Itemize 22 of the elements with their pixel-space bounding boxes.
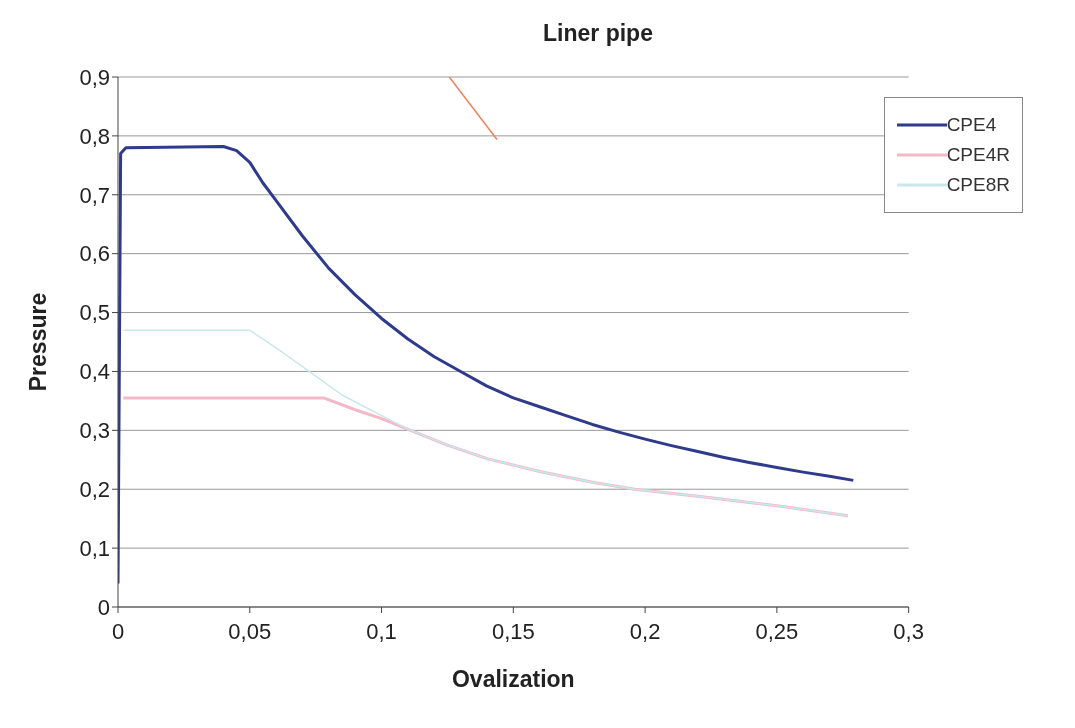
y-tick-label: 0 bbox=[97, 594, 110, 620]
x-axis-title: Ovalization bbox=[451, 666, 575, 692]
x-tick-label: 0,05 bbox=[228, 618, 272, 644]
legend-label: CPE8R bbox=[946, 174, 1010, 196]
y-tick-label: 0,3 bbox=[79, 418, 110, 444]
y-tick-label: 0,4 bbox=[79, 359, 110, 385]
y-tick-label: 0,8 bbox=[79, 123, 110, 149]
y-tick-label: 0,6 bbox=[79, 241, 110, 267]
x-tick-label: 0,15 bbox=[491, 618, 535, 644]
y-tick-label: 0,7 bbox=[79, 182, 110, 208]
y-tick-label: 0,2 bbox=[79, 477, 110, 503]
y-tick-label: 0,9 bbox=[79, 64, 110, 90]
legend-label: CPE4 bbox=[946, 114, 997, 136]
x-tick-label: 0,25 bbox=[755, 618, 799, 644]
y-tick-label: 0,1 bbox=[79, 535, 110, 561]
legend-label: CPE4R bbox=[946, 144, 1010, 166]
x-tick-label: 0,3 bbox=[893, 618, 924, 644]
x-tick-label: 0,2 bbox=[629, 618, 661, 644]
y-axis-title: Pressure bbox=[25, 292, 52, 392]
y-tick-label: 0,5 bbox=[79, 300, 110, 326]
x-tick-label: 0,1 bbox=[366, 618, 397, 644]
chart-title: Liner pipe bbox=[542, 19, 654, 47]
